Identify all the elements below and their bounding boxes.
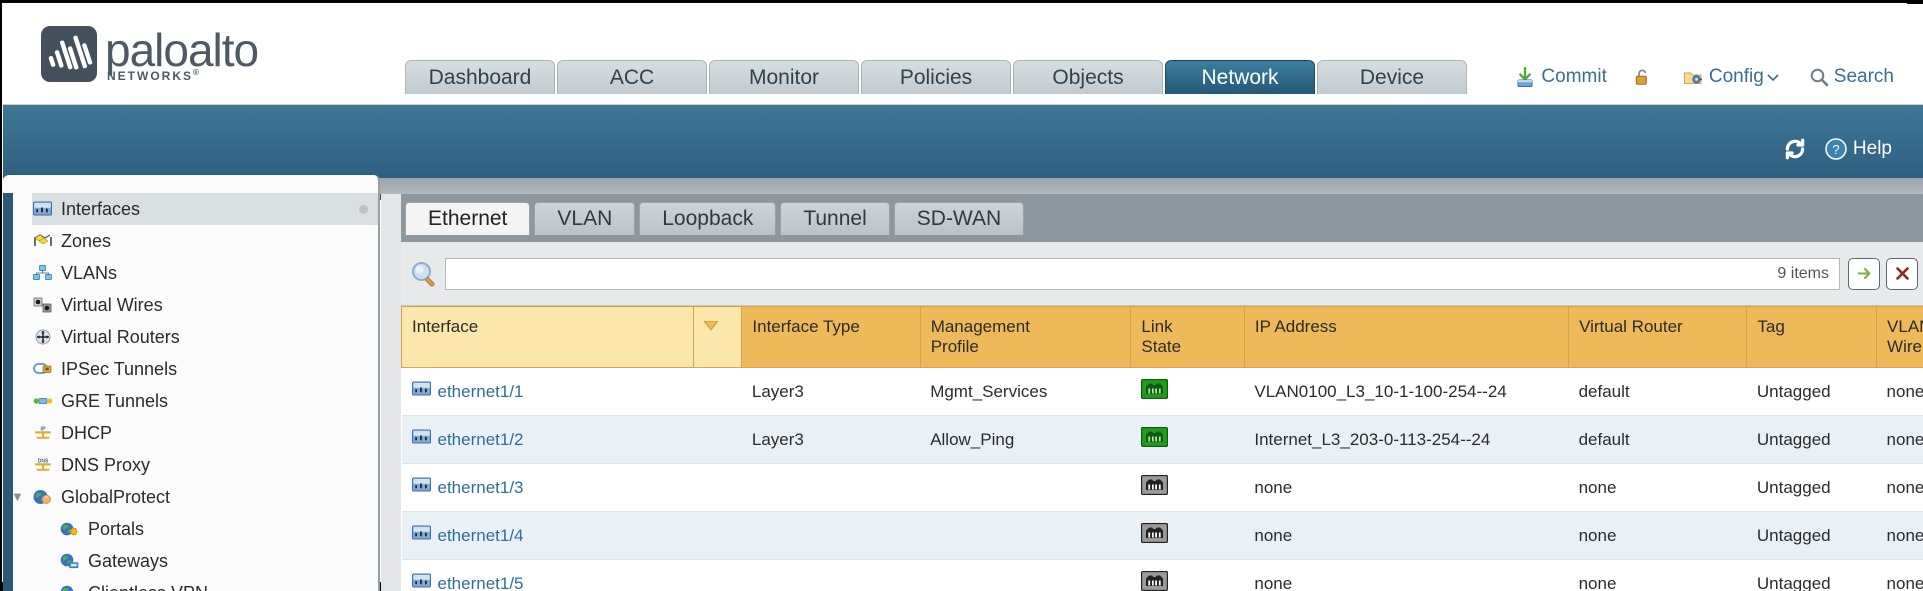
svg-text:?: ? (1832, 142, 1839, 157)
